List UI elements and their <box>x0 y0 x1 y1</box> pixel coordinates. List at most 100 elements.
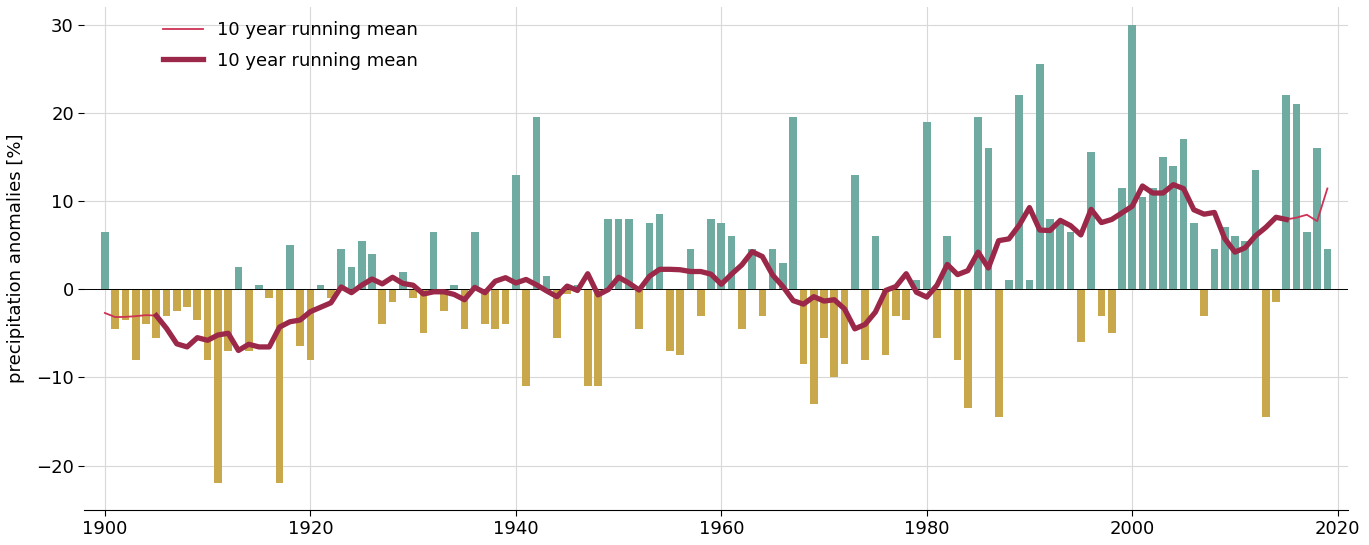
Bar <box>142 289 149 324</box>
Bar <box>1169 166 1177 289</box>
Bar <box>1046 219 1054 289</box>
Bar <box>255 284 263 289</box>
Bar <box>439 289 448 311</box>
Y-axis label: precipitation anomalies [%]: precipitation anomalies [%] <box>7 134 25 383</box>
Bar <box>687 250 694 289</box>
Bar <box>286 245 294 289</box>
Bar <box>1324 250 1331 289</box>
Bar <box>1098 289 1105 316</box>
Bar <box>1313 148 1321 289</box>
Bar <box>307 289 315 360</box>
Bar <box>635 289 643 329</box>
Bar <box>245 289 252 351</box>
Bar <box>266 289 272 298</box>
Legend: 10 year running mean, 10 year running mean: 10 year running mean, 10 year running me… <box>163 21 418 70</box>
Bar <box>1036 64 1043 289</box>
Bar <box>1057 223 1064 289</box>
Bar <box>984 148 993 289</box>
Bar <box>872 236 879 289</box>
Bar <box>357 241 366 289</box>
Bar <box>1118 187 1125 289</box>
Bar <box>430 232 438 289</box>
Bar <box>1180 139 1187 289</box>
Bar <box>882 289 890 355</box>
Bar <box>1066 232 1075 289</box>
Bar <box>512 174 520 289</box>
Bar <box>522 289 530 386</box>
Bar <box>964 289 972 408</box>
Bar <box>1087 153 1095 289</box>
Bar <box>779 263 787 289</box>
Bar <box>234 267 242 289</box>
Bar <box>553 289 561 338</box>
Bar <box>1251 170 1259 289</box>
Bar <box>1160 157 1166 289</box>
Bar <box>615 219 623 289</box>
Bar <box>758 289 767 316</box>
Bar <box>533 117 541 289</box>
Bar <box>122 289 129 320</box>
Bar <box>1190 223 1198 289</box>
Bar <box>1139 197 1146 289</box>
Bar <box>460 289 468 329</box>
Bar <box>563 289 571 294</box>
Bar <box>316 284 324 289</box>
Bar <box>831 289 838 377</box>
Bar <box>172 289 181 311</box>
Bar <box>183 289 190 307</box>
Bar <box>275 289 283 483</box>
Bar <box>1231 236 1239 289</box>
Bar <box>1016 95 1023 289</box>
Bar <box>1283 95 1290 289</box>
Bar <box>398 271 407 289</box>
Bar <box>1292 104 1301 289</box>
Bar <box>368 254 376 289</box>
Bar <box>728 236 735 289</box>
Bar <box>923 122 931 289</box>
Bar <box>1005 280 1013 289</box>
Bar <box>583 289 591 386</box>
Bar <box>594 289 602 386</box>
Bar <box>1201 289 1207 316</box>
Bar <box>799 289 808 364</box>
Bar <box>419 289 427 333</box>
Bar <box>676 289 684 355</box>
Bar <box>749 250 756 289</box>
Bar <box>1303 232 1310 289</box>
Bar <box>471 232 479 289</box>
Bar <box>913 280 920 289</box>
Bar <box>841 289 849 364</box>
Bar <box>542 276 550 289</box>
Bar <box>934 289 941 338</box>
Bar <box>656 214 664 289</box>
Bar <box>893 289 899 316</box>
Bar <box>646 223 653 289</box>
Bar <box>738 289 746 329</box>
Bar <box>790 117 797 289</box>
Bar <box>1210 250 1218 289</box>
Bar <box>954 289 961 360</box>
Bar <box>1262 289 1269 417</box>
Bar <box>491 289 500 329</box>
Bar <box>995 289 1002 417</box>
Bar <box>975 117 982 289</box>
Bar <box>902 289 910 320</box>
Bar <box>1025 280 1034 289</box>
Bar <box>820 289 828 338</box>
Bar <box>296 289 304 347</box>
Bar <box>1128 25 1136 289</box>
Bar <box>605 219 612 289</box>
Bar <box>708 219 715 289</box>
Bar <box>574 284 582 289</box>
Bar <box>152 289 160 338</box>
Bar <box>163 289 170 316</box>
Bar <box>810 289 817 404</box>
Bar <box>214 289 222 483</box>
Bar <box>337 250 345 289</box>
Bar <box>450 284 459 289</box>
Bar <box>626 219 632 289</box>
Bar <box>131 289 140 360</box>
Bar <box>1221 227 1228 289</box>
Bar <box>378 289 386 324</box>
Bar <box>348 267 356 289</box>
